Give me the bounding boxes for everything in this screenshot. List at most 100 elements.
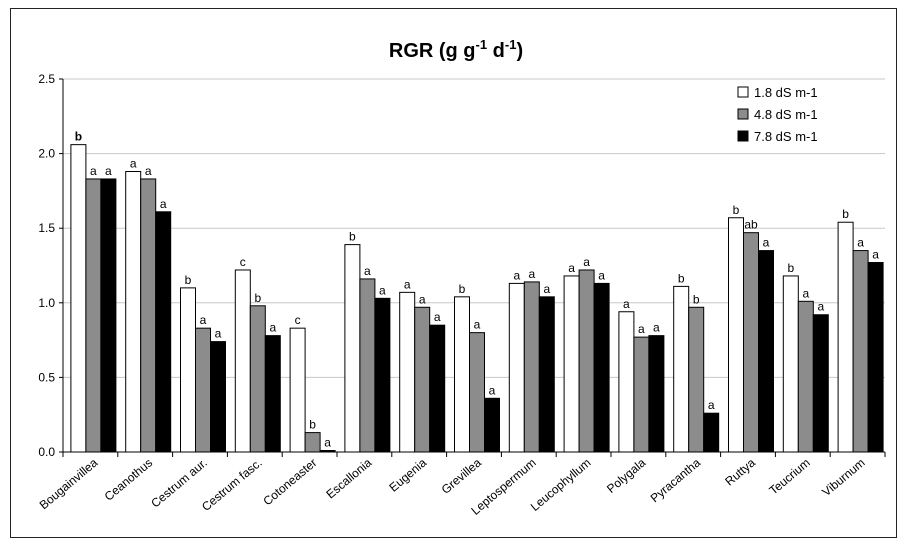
significance-label: c: [240, 255, 246, 269]
bar-teucrium-series-3: [812, 314, 829, 453]
bar-ceanothus-series-3: [155, 211, 172, 453]
bar-cestrum-aur--series-3: [210, 341, 226, 453]
legend: 1.8 dS m-1 4.8 dS m-1 7.8 dS m-1: [737, 85, 818, 144]
significance-label: a: [434, 310, 441, 324]
legend-swatch: [737, 86, 749, 98]
bar-polygala-series-1: [618, 311, 635, 453]
significance-label: b: [185, 273, 192, 287]
significance-label: a: [872, 248, 879, 262]
significance-label: a: [623, 297, 630, 311]
significance-label: a: [474, 318, 481, 332]
category-label: Cestrum fasc.: [199, 456, 265, 514]
bar-eugenia-series-3: [429, 324, 446, 453]
legend-swatch: [737, 130, 749, 142]
bar-leucophyllum-series-2: [578, 269, 595, 453]
significance-label: a: [763, 236, 770, 250]
category-label: Grevillea: [439, 455, 485, 496]
significance-label: a: [817, 300, 824, 314]
bar-eugenia-series-2: [414, 306, 431, 453]
significance-label: a: [160, 197, 167, 211]
significance-label: a: [145, 164, 152, 178]
bar-escallonia-series-2: [359, 278, 376, 453]
y-tick-label: 1.0: [38, 296, 55, 310]
significance-label: a: [802, 286, 809, 300]
bar-escallonia-series-1: [344, 244, 361, 453]
category-label: Leucophyllum: [528, 456, 594, 514]
bar-polygala-series-3: [648, 335, 665, 453]
bar-viburnum-series-2: [852, 250, 869, 453]
significance-label: a: [543, 282, 550, 296]
significance-label: a: [489, 383, 496, 397]
legend-label: 4.8 dS m-1: [754, 107, 818, 122]
category-label: Pyracantha: [648, 455, 704, 505]
category-label: Polygala: [604, 455, 649, 496]
bar-cotoneaster-series-2: [304, 432, 321, 453]
bar-pyracantha-series-3: [703, 412, 720, 453]
bar-leptospermum-series-3: [538, 296, 555, 453]
bar-pyracantha-series-1: [673, 285, 690, 453]
significance-label: a: [379, 283, 386, 297]
bar-ceanothus-series-1: [125, 171, 142, 453]
significance-label: b: [842, 207, 849, 221]
bar-cotoneaster-series-3: [319, 450, 336, 453]
significance-label: a: [200, 313, 207, 327]
significance-label: a: [419, 292, 426, 306]
category-label: Ceanothus: [102, 456, 155, 504]
y-tick-label: 2.5: [38, 72, 55, 86]
bar-viburnum-series-3: [867, 262, 884, 453]
significance-label: a: [269, 321, 276, 335]
bar-ruttya-series-3: [758, 250, 774, 453]
bar-ruttya-series-2: [743, 232, 759, 453]
category-label: Bougainvillea: [37, 455, 101, 512]
bar-cestrum-aur--series-2: [195, 327, 211, 453]
bar-grevillea-series-2: [469, 332, 485, 453]
bars-group: [70, 144, 884, 453]
significance-label: a: [105, 164, 112, 178]
significance-label: a: [528, 267, 535, 281]
chart-title: RGR (g g-1 d-1): [389, 37, 523, 62]
category-label: Escallonia: [323, 455, 374, 501]
significance-label: b: [459, 282, 466, 296]
bar-bougainvillea-series-2: [85, 178, 102, 453]
y-tick-label: 0.0: [38, 445, 55, 459]
category-label: Cotoneaster: [260, 456, 319, 509]
category-label: Viburnum: [819, 456, 867, 500]
significance-label: a: [598, 268, 605, 282]
category-label: Eugenia: [386, 455, 429, 494]
bar-leptospermum-series-1: [508, 282, 525, 453]
bar-cestrum-fasc--series-2: [249, 305, 266, 453]
bar-cotoneaster-series-1: [289, 327, 306, 453]
significance-label: a: [215, 327, 222, 341]
y-tick-label: 2.0: [38, 147, 55, 161]
significance-label: a: [513, 268, 520, 282]
significance-label: a: [90, 164, 97, 178]
significance-label: b: [75, 130, 82, 144]
bar-cestrum-fasc--series-1: [234, 269, 251, 453]
significance-label: b: [678, 271, 685, 285]
significance-label: a: [130, 157, 137, 171]
legend-label: 1.8 dS m-1: [754, 85, 818, 100]
significance-label: a: [568, 261, 575, 275]
bar-leptospermum-series-2: [523, 281, 540, 453]
significance-label: b: [254, 291, 261, 305]
significance-label: b: [309, 418, 316, 432]
significance-label: a: [324, 436, 331, 450]
significance-label: a: [708, 398, 715, 412]
bar-escallonia-series-3: [374, 297, 391, 453]
significance-label: a: [583, 255, 590, 269]
significance-label: b: [349, 230, 356, 244]
significance-label: b: [693, 292, 700, 306]
bar-viburnum-series-1: [837, 221, 854, 453]
significance-label: ab: [744, 218, 758, 232]
bar-bougainvillea-series-3: [100, 178, 117, 453]
bar-teucrium-series-2: [797, 300, 814, 453]
bar-leucophyllum-series-3: [593, 282, 610, 453]
bar-eugenia-series-1: [399, 291, 416, 453]
significance-label: a: [653, 321, 660, 335]
significance-label: b: [733, 203, 740, 217]
bar-grevillea-series-3: [484, 397, 500, 453]
legend-swatch: [737, 108, 749, 120]
